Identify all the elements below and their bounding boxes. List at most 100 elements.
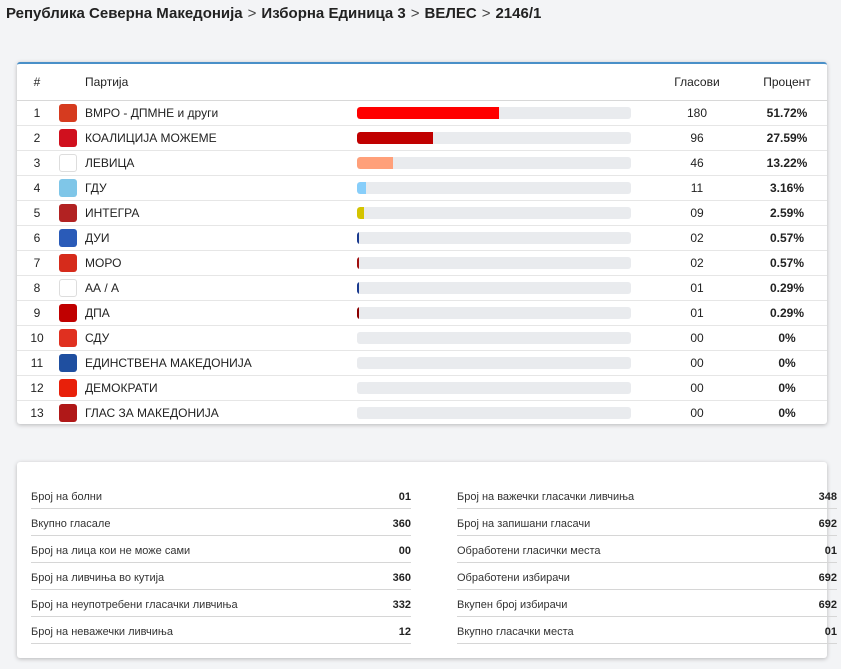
stat-value: 332: [392, 599, 411, 611]
stat-row: Обработени гласички места 01: [457, 536, 837, 563]
stat-row: Број на запишани гласачи 692: [457, 509, 837, 536]
stat-label: Вкупен број избирачи: [457, 599, 568, 611]
breadcrumb-separator: >: [247, 5, 257, 22]
stat-row: Вкупно гласачки места 01: [457, 617, 837, 644]
integra-icon: [59, 203, 77, 222]
party-name: МОРО: [83, 250, 357, 276]
party-name: ДПА: [83, 300, 357, 326]
party-row: 1 ВМРО - ДПМНЕ и други 180 51.72%: [17, 100, 827, 126]
party-percent: 0%: [747, 325, 827, 351]
party-rank: 12: [17, 375, 57, 401]
party-rank: 9: [17, 300, 57, 326]
party-rank: 8: [17, 275, 57, 301]
party-votes: 11: [647, 175, 747, 201]
stat-label: Обработени избирачи: [457, 572, 570, 584]
stat-value: 360: [392, 518, 411, 530]
vote-share-bar: [357, 181, 631, 194]
dpa-icon: [59, 303, 77, 322]
stat-value: 360: [392, 572, 411, 584]
party-rank: 4: [17, 175, 57, 201]
glas-icon: [59, 403, 77, 422]
party-row: 12 ДЕМОКРАТИ 00 0%: [17, 375, 827, 401]
stat-value: 348: [818, 491, 837, 503]
stat-value: 01: [824, 626, 837, 638]
stat-row: Број на ливчиња во кутија 360: [31, 563, 411, 590]
vote-share-bar: [357, 381, 631, 394]
breadcrumb-separator: >: [410, 5, 420, 22]
stat-label: Број на запишани гласачи: [457, 518, 591, 530]
stat-label: Број на важечки гласачки ливчиња: [457, 491, 635, 503]
vote-share-bar: [357, 131, 631, 144]
vote-share-bar-fill: [357, 106, 499, 119]
party-votes: 00: [690, 405, 704, 420]
stat-value: 692: [818, 518, 837, 530]
party-row: 4 ГДУ 11 3.16%: [17, 175, 827, 201]
stat-row: Број на важечки гласачки ливчиња 348: [457, 482, 837, 509]
stat-row: Број на болни 01: [31, 482, 411, 509]
party-percent: 0.57%: [747, 225, 827, 251]
demokrati-icon: [59, 378, 77, 397]
party-votes: 00: [647, 350, 747, 376]
party-percent: 0.29%: [747, 275, 827, 301]
vote-share-bar-fill: [357, 281, 360, 294]
stat-row: Број на лица кои не може сами 00: [31, 536, 411, 563]
party-rank: 13: [30, 405, 44, 420]
party-row: 6 ДУИ 02 0.57%: [17, 225, 827, 251]
vote-share-bar-fill: [357, 156, 394, 169]
vote-share-bar: [357, 331, 631, 344]
party-percent: 2.59%: [747, 200, 827, 226]
gdu-icon: [59, 178, 77, 197]
stat-value: 00: [398, 545, 411, 557]
vote-share-bar-fill: [357, 306, 360, 319]
stat-row: Вкупно гласале 360: [31, 509, 411, 536]
party-percent: 3.16%: [747, 175, 827, 201]
party-rank: 1: [17, 100, 57, 126]
breadcrumb-item-unit[interactable]: Изборна Единица 3: [261, 5, 406, 22]
party-row: 10 СДУ 00 0%: [17, 325, 827, 351]
party-percent: 0%: [747, 350, 827, 376]
header-bar-spacer: [357, 64, 647, 101]
stat-row: Вкупен број избирачи 692: [457, 590, 837, 617]
vote-share-bar-fill: [357, 181, 366, 194]
vote-share-bar: [357, 206, 631, 219]
party-name: ЕДИНСТВЕНА МАКЕДОНИЈА: [83, 350, 357, 376]
breadcrumb: Република Северна Македонија > Изборна Е…: [6, 5, 541, 22]
party-rank: 3: [17, 150, 57, 176]
vote-share-bar: [357, 256, 631, 269]
stat-label: Број на неупотребени гласачки ливчиња: [31, 599, 238, 611]
breadcrumb-item-municipality[interactable]: ВЕЛЕС: [424, 5, 477, 22]
party-name: ВМРО - ДПМНЕ и други: [83, 100, 357, 126]
party-name: ЛЕВИЦА: [83, 150, 357, 176]
party-votes: 01: [647, 275, 747, 301]
stat-value: 01: [824, 545, 837, 557]
header-num: #: [17, 64, 57, 101]
header-votes: Гласови: [647, 64, 747, 101]
party-name: ДЕМОКРАТИ: [83, 375, 357, 401]
party-row: 8 АА / А 01 0.29%: [17, 275, 827, 301]
party-name: КОАЛИЦИЈА МОЖЕМЕ: [83, 125, 357, 151]
party-name: АА / А: [83, 275, 357, 301]
vmro-icon: [59, 103, 77, 122]
stat-label: Вкупно гласале: [31, 518, 111, 530]
results-header-row: # Партија Гласови Процент: [17, 64, 827, 101]
moro-icon: [59, 253, 77, 272]
stat-label: Број на ливчиња во кутија: [31, 572, 165, 584]
header-percent: Процент: [747, 64, 827, 101]
edinstvena-icon: [59, 353, 77, 372]
stat-label: Број на неважечки ливчиња: [31, 626, 173, 638]
party-votes: 46: [647, 150, 747, 176]
stat-value: 692: [818, 599, 837, 611]
party-name: ДУИ: [83, 225, 357, 251]
results-table: # Партија Гласови Процент 1 ВМРО - ДПМНЕ…: [17, 64, 827, 425]
party-rank: 5: [17, 200, 57, 226]
party-name: СДУ: [83, 325, 357, 351]
party-percent: 51.72%: [747, 100, 827, 126]
vote-share-bar: [357, 281, 631, 294]
party-rank: 11: [17, 350, 57, 376]
breadcrumb-item-country[interactable]: Република Северна Македонија: [6, 5, 243, 22]
breadcrumb-separator: >: [481, 5, 491, 22]
party-votes: 02: [647, 250, 747, 276]
party-percent: 0%: [778, 405, 796, 420]
vote-share-bar: [357, 156, 631, 169]
vote-share-bar: [357, 106, 631, 119]
